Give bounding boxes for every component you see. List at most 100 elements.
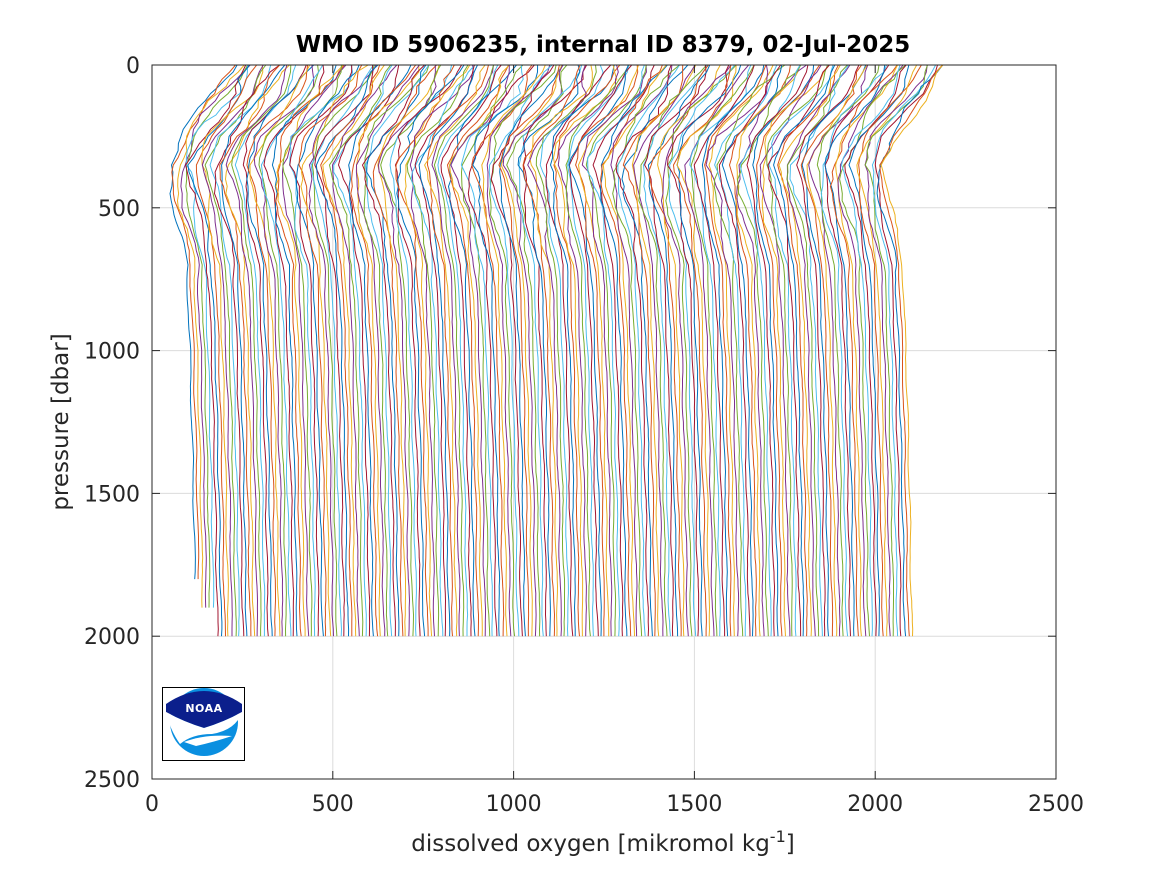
y-axis-label: pressure [dbar]: [48, 333, 74, 510]
profile-line: [300, 65, 369, 637]
profile-line: [617, 65, 680, 637]
profile-line: [581, 65, 647, 637]
profile-line: [377, 65, 437, 637]
profile-line: [689, 65, 752, 637]
profile-line: [403, 65, 471, 637]
profile-line: [315, 65, 379, 637]
profile-line: [472, 65, 539, 637]
profile-line: [410, 65, 476, 637]
profile-line: [331, 65, 398, 637]
profile-line: [169, 65, 238, 580]
profile-line: [394, 65, 463, 637]
profile-line: [171, 65, 236, 580]
profile-line: [333, 65, 393, 637]
profile-line: [835, 65, 898, 637]
profile-line: [718, 65, 782, 637]
profile-line: [856, 65, 918, 637]
profile-line: [721, 65, 783, 637]
profile-line: [621, 65, 689, 637]
profile-line: [310, 65, 374, 637]
x-axis-label-superscript: -1: [770, 827, 786, 846]
profile-line: [824, 65, 890, 637]
profile-line: [557, 65, 619, 637]
profile-line: [840, 65, 901, 637]
profile-line: [880, 65, 944, 637]
profile-line: [713, 65, 786, 637]
profile-line: [213, 65, 280, 637]
profile-line: [615, 65, 672, 637]
profile-line: [844, 65, 907, 637]
profile-line: [433, 65, 495, 637]
profile-line: [246, 65, 315, 637]
profile-line: [610, 65, 673, 637]
x-tick-label: 2000: [847, 792, 903, 817]
profile-line: [778, 65, 841, 637]
profile-line: [242, 65, 307, 637]
profile-line: [567, 65, 629, 637]
profile-line: [380, 65, 442, 637]
profile-line: [460, 65, 524, 637]
profile-line: [577, 65, 639, 637]
profile-line: [440, 65, 502, 637]
profile-line: [660, 65, 732, 637]
x-axis-label-main: dissolved oxygen [mikromol kg: [411, 831, 770, 857]
chart-title: WMO ID 5906235, internal ID 8379, 02-Jul…: [296, 32, 911, 58]
profile-line: [355, 65, 420, 637]
profile-line: [253, 65, 315, 637]
profile-line: [322, 65, 385, 637]
profile-line: [549, 65, 615, 637]
profile-line: [185, 65, 249, 608]
profile-line: [271, 65, 337, 637]
profile-line: [281, 65, 347, 637]
plot-border: [151, 64, 1057, 780]
profile-line: [535, 65, 597, 637]
profile-line: [648, 65, 709, 637]
y-tick-label: 1500: [84, 482, 140, 507]
profile-line: [275, 65, 345, 637]
profile-line: [690, 65, 755, 637]
profile-line: [486, 65, 551, 637]
noaa-logo: NOAA: [162, 687, 245, 761]
profile-line: [446, 65, 510, 637]
y-tick-label: 2500: [84, 768, 140, 793]
profile-line: [568, 65, 629, 637]
x-tick-label: 0: [145, 792, 159, 817]
profile-line: [796, 65, 860, 637]
profile-line: [777, 65, 839, 637]
profile-line: [372, 65, 437, 637]
profile-line: [701, 65, 765, 637]
profile-line: [219, 65, 281, 637]
noaa-logo-text: NOAA: [185, 702, 222, 715]
profile-line: [185, 65, 247, 637]
profile-line: [185, 65, 249, 608]
profile-line: [450, 65, 510, 637]
profile-line: [816, 65, 880, 637]
profile-line: [488, 65, 557, 637]
y-axis: 0 500 1000 1500 2000 2500: [84, 54, 1056, 793]
profile-line: [308, 65, 377, 637]
profile-line: [447, 65, 517, 637]
profile-line: [871, 65, 937, 637]
profile-line: [498, 65, 560, 637]
profile-line: [409, 65, 474, 637]
profile-line: [363, 65, 430, 637]
profile-line: [209, 65, 272, 637]
profile-line: [460, 65, 524, 637]
profile-line: [187, 65, 250, 637]
profile-line: [431, 65, 494, 637]
y-tick-label: 1000: [84, 340, 140, 365]
profile-line: [500, 65, 563, 637]
profile-line: [759, 65, 822, 637]
profile-line: [522, 65, 581, 637]
profile-line: [396, 65, 465, 637]
profile-line: [657, 65, 721, 637]
profile-line: [282, 65, 342, 637]
profile-line: [600, 65, 668, 637]
profile-line: [786, 65, 851, 637]
profile-line: [527, 65, 587, 637]
plot-area: [152, 65, 1056, 779]
profile-line: [693, 65, 755, 637]
profile-line: [552, 65, 618, 637]
profile-line: [246, 65, 309, 637]
